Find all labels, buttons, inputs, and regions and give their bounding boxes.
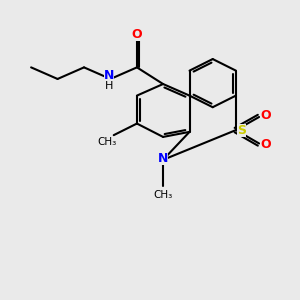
Text: H: H — [105, 80, 113, 91]
Text: CH₃: CH₃ — [154, 190, 173, 200]
Text: N: N — [158, 152, 168, 165]
Text: S: S — [237, 124, 246, 136]
Text: O: O — [260, 138, 271, 152]
Text: N: N — [104, 70, 114, 83]
Text: CH₃: CH₃ — [98, 137, 117, 147]
Text: O: O — [260, 109, 271, 122]
Text: O: O — [132, 28, 142, 41]
